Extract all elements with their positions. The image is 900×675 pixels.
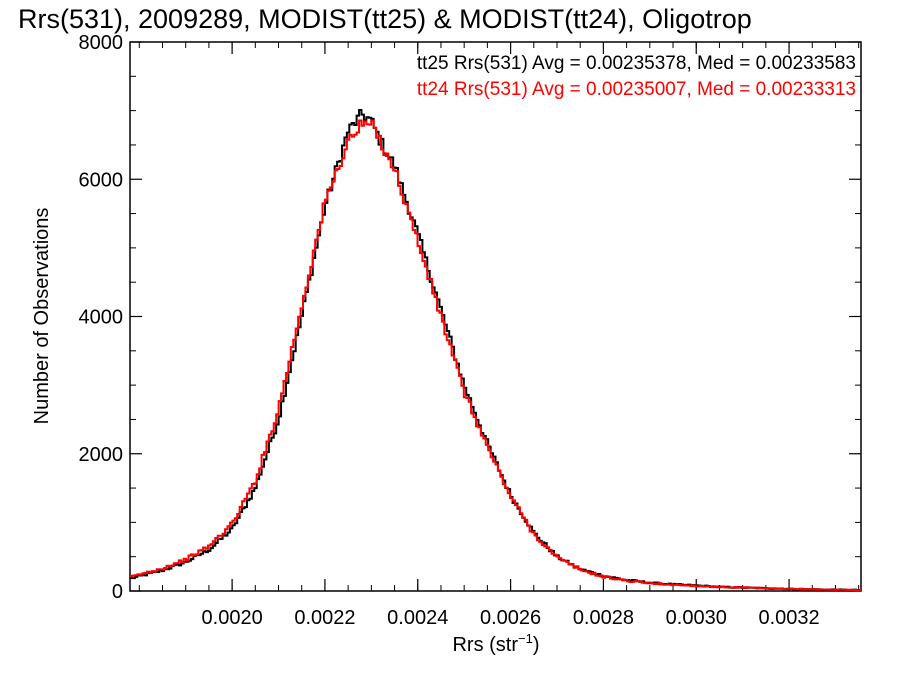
y-axis: 0 2000 4000 6000 8000 — [79, 32, 861, 603]
x-axis-label-text: Rrs (str — [452, 634, 518, 656]
y-axis-label: Number of Observations — [31, 208, 53, 425]
series-line-tt25 — [130, 109, 861, 592]
x-axis-label-sup: −1 — [518, 631, 533, 646]
x-tick-label: 0.0022 — [294, 607, 355, 629]
chart-title: Rrs(531), 2009289, MODIST(tt25) & MODIST… — [18, 4, 752, 34]
legend-entry-tt25: tt25 Rrs(531) Avg = 0.00235378, Med = 0.… — [417, 53, 856, 74]
x-tick-label: 0.0024 — [387, 607, 448, 629]
x-tick-label: 0.0020 — [202, 607, 263, 629]
x-tick-label: 0.0026 — [480, 607, 541, 629]
y-tick-label: 6000 — [79, 169, 124, 191]
x-axis-label-close: ) — [533, 634, 540, 656]
legend-entry-tt24: tt24 Rrs(531) Avg = 0.00235007, Med = 0.… — [417, 79, 856, 100]
x-axis: 0.0020 0.0022 0.0024 0.0026 0.0028 0.0030 0.00… — [138, 42, 860, 629]
x-tick-label: 0.0030 — [666, 607, 727, 629]
x-axis-label: Rrs (str−1) — [452, 631, 539, 656]
plot-area — [130, 109, 861, 592]
series-line-tt24 — [130, 119, 861, 592]
y-tick-label: 4000 — [79, 307, 124, 329]
y-tick-label: 2000 — [79, 444, 124, 466]
x-tick-label: 0.0032 — [758, 607, 819, 629]
y-tick-label: 0 — [112, 581, 123, 603]
y-tick-label: 8000 — [79, 32, 124, 54]
x-tick-label: 0.0028 — [573, 607, 634, 629]
